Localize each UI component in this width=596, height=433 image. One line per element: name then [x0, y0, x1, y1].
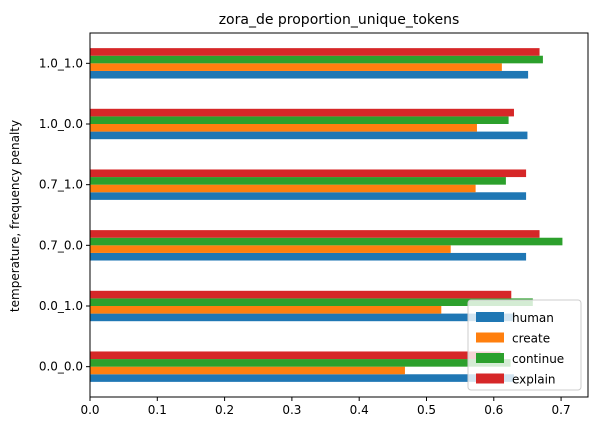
bar-human-0.0_1.0 — [90, 313, 514, 322]
x-tick-label: 0.7 — [552, 403, 571, 417]
legend-box — [467, 299, 582, 391]
legend-swatch-create — [476, 332, 504, 343]
y-tick-label: 0.0_0.0 — [39, 360, 83, 374]
legend-label-create: create — [512, 332, 550, 346]
bar-create-1.0_0.0 — [90, 124, 477, 132]
y-axis-label: temperature, frequency penalty — [8, 120, 22, 312]
legend-label-continue: continue — [512, 352, 564, 366]
bar-create-0.7_0.0 — [90, 245, 451, 253]
bar-continue-1.0_1.0 — [90, 55, 543, 64]
x-tick-label: 0.0 — [80, 403, 99, 417]
legend-label-explain: explain — [512, 373, 556, 387]
y-tick-label: 1.0_1.0 — [39, 56, 83, 70]
y-tick-label: 0.7_0.0 — [39, 238, 83, 252]
bar-create-1.0_1.0 — [90, 63, 502, 71]
x-tick-label: 0.4 — [350, 403, 369, 417]
bar-explain-1.0_1.0 — [90, 48, 540, 56]
bars-layer — [90, 48, 563, 382]
bar-continue-0.0_0.0 — [90, 359, 511, 367]
bar-explain-0.0_1.0 — [90, 290, 512, 299]
bar-create-0.7_1.0 — [90, 184, 476, 193]
legend-swatch-human — [476, 312, 504, 322]
bar-create-0.0_0.0 — [90, 366, 405, 375]
axes-layer: 0.0 0.1 0.2 0.3 0.4 0.5 0.6 0.7 0.0_0.0 0.0_1.0 0.… — [39, 32, 589, 417]
y-tick-label: 1.0_0.0 — [39, 117, 83, 131]
legend-swatch-explain — [476, 373, 504, 384]
x-tick-label: 0.1 — [148, 403, 167, 417]
bar-continue-0.7_0.0 — [90, 237, 563, 246]
y-tick-label: 0.7_1.0 — [39, 178, 83, 192]
plot-frame — [89, 32, 589, 398]
bar-human-0.7_0.0 — [90, 252, 527, 261]
bar-continue-0.0_1.0 — [90, 298, 533, 306]
legend: human create continue explain — [467, 299, 582, 391]
x-tick-label: 0.5 — [417, 403, 436, 417]
bar-continue-0.7_1.0 — [90, 177, 506, 185]
x-tick-label: 0.2 — [215, 403, 234, 417]
chart-title: zora_de proportion_unique_tokens — [219, 12, 460, 28]
bar-human-0.7_1.0 — [90, 192, 527, 200]
bar-explain-0.7_0.0 — [90, 230, 540, 238]
bar-human-1.0_1.0 — [90, 70, 529, 79]
legend-label-human: human — [512, 311, 554, 325]
bar-explain-0.0_0.0 — [90, 351, 501, 360]
bar-create-0.0_1.0 — [90, 306, 442, 314]
legend-swatch-continue — [476, 353, 504, 363]
bar-explain-1.0_0.0 — [90, 108, 514, 117]
bar-continue-1.0_0.0 — [90, 116, 509, 124]
x-tick-label: 0.6 — [484, 403, 503, 417]
bar-human-0.0_0.0 — [90, 374, 514, 382]
y-tick-label: 0.0_1.0 — [39, 299, 83, 313]
bar-explain-0.7_1.0 — [90, 169, 527, 178]
x-tick-label: 0.3 — [282, 403, 301, 417]
bar-human-1.0_0.0 — [90, 131, 528, 140]
